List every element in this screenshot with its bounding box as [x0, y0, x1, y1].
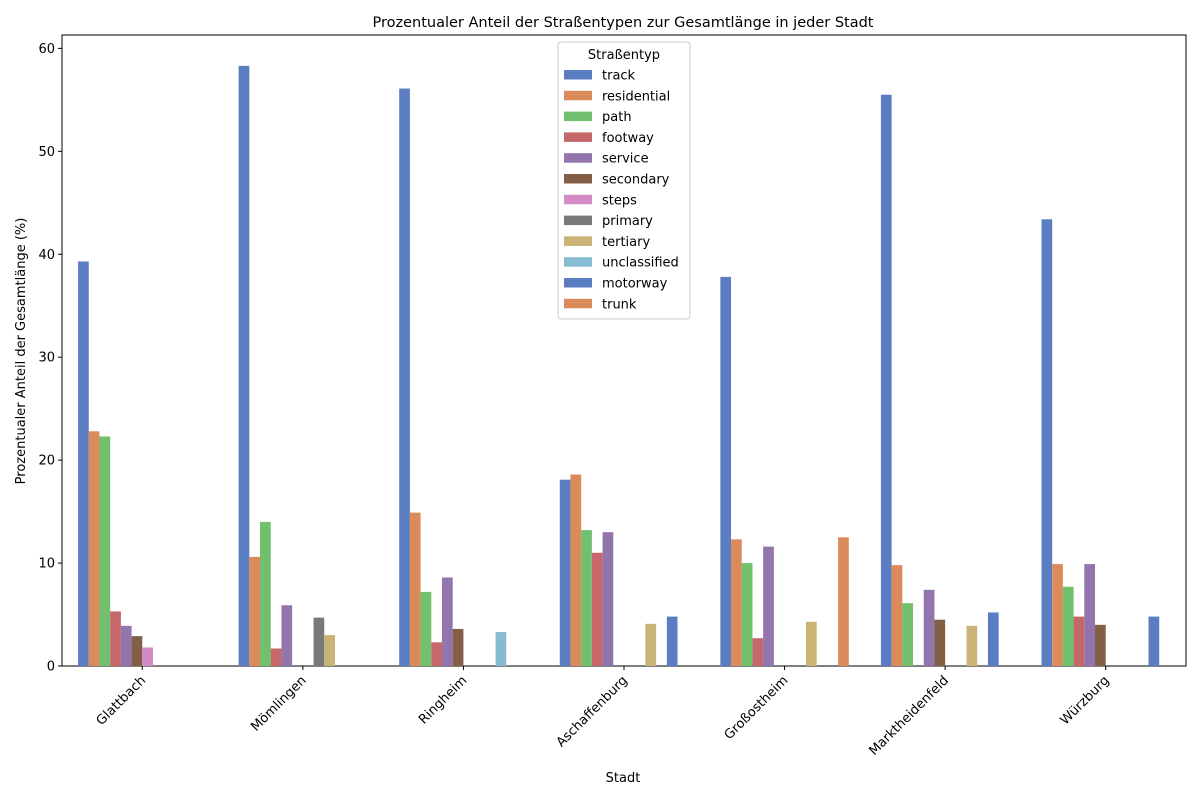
x-tick-label-5: Marktheidenfeld: [866, 673, 952, 759]
y-tick-label-1: 10: [38, 557, 55, 572]
legend-label-secondary: secondary: [602, 173, 670, 188]
y-tick-label-5: 50: [38, 145, 55, 160]
bar-residential-1: [249, 556, 261, 666]
bar-path-4: [741, 563, 753, 666]
y-tick-label-4: 40: [38, 248, 55, 263]
legend-swatch-steps: [564, 194, 592, 205]
bar-track-2: [399, 88, 410, 666]
legend-title: Straßentyp: [588, 48, 660, 63]
legend-swatch-tertiary: [564, 236, 592, 246]
bar-service-1: [281, 605, 293, 666]
x-tick-label-6: Würzburg: [1058, 673, 1113, 728]
bar-footway-2: [431, 642, 443, 666]
bar-trunk-4: [838, 537, 849, 666]
y-tick-label-3: 30: [38, 351, 55, 366]
bar-service-3: [602, 532, 614, 666]
y-tick-label-6: 60: [38, 42, 55, 57]
legend-label-residential: residential: [602, 89, 670, 104]
legend-label-motorway: motorway: [602, 277, 668, 292]
legend-swatch-residential: [564, 90, 592, 101]
legend-swatch-footway: [564, 132, 592, 142]
bar-residential-2: [409, 512, 421, 666]
bars-group: [78, 65, 1160, 666]
bar-track-6: [1041, 219, 1053, 666]
bar-path-0: [99, 436, 111, 666]
legend-swatch-service: [564, 153, 592, 163]
bar-path-5: [902, 603, 914, 666]
bar-residential-4: [731, 539, 742, 666]
bar-motorway-6: [1148, 616, 1160, 666]
bar-secondary-6: [1095, 624, 1106, 666]
bar-footway-6: [1073, 616, 1085, 666]
x-axis-label: Stadt: [606, 771, 641, 786]
bar-service-2: [442, 577, 453, 666]
y-axis: 0 10 20 30 40 50 60: [38, 42, 62, 675]
chart-title: Prozentualer Anteil der Straßentypen zur…: [372, 15, 873, 31]
bar-path-1: [260, 521, 271, 666]
bar-residential-3: [570, 474, 582, 666]
legend-label-path: path: [602, 110, 632, 125]
bar-service-5: [923, 589, 935, 666]
bar-path-2: [420, 591, 432, 666]
y-tick-label-0: 0: [47, 660, 55, 675]
bar-residential-6: [1052, 564, 1063, 666]
legend-items: track residential path footway service second…: [564, 69, 679, 312]
y-tick-label-2: 20: [38, 454, 55, 469]
x-tick-label-3: Aschaffenburg: [554, 673, 631, 750]
legend-label-tertiary: tertiary: [602, 235, 650, 250]
bar-steps-0: [142, 647, 153, 666]
bar-tertiary-1: [324, 635, 335, 666]
bar-secondary-5: [934, 619, 946, 666]
bar-track-3: [559, 479, 571, 666]
bar-service-0: [120, 625, 132, 666]
legend-swatch-primary: [564, 215, 592, 226]
bar-residential-0: [88, 431, 100, 666]
bar-motorway-5: [987, 612, 999, 666]
legend-label-service: service: [602, 152, 649, 167]
bar-path-6: [1062, 586, 1074, 666]
legend: Straßentyp track residential path footway se…: [557, 41, 691, 320]
legend-label-primary: primary: [602, 214, 653, 229]
bar-residential-5: [891, 565, 903, 666]
bar-unclassified-2: [495, 632, 507, 666]
legend-swatch-trunk: [564, 298, 592, 309]
x-tick-label-0: Glattbach: [94, 673, 149, 728]
bar-secondary-0: [131, 636, 143, 666]
bar-path-3: [581, 530, 592, 666]
bar-footway-3: [591, 552, 603, 666]
x-tick-label-4: Großostheim: [722, 673, 792, 743]
legend-swatch-unclassified: [564, 257, 592, 267]
bar-track-5: [880, 94, 892, 666]
legend-swatch-track: [564, 70, 592, 80]
bar-footway-1: [270, 648, 282, 666]
x-tick-label-2: Ringheim: [416, 673, 470, 727]
legend-label-footway: footway: [602, 131, 654, 146]
bar-service-4: [763, 546, 774, 666]
legend-swatch-path: [564, 111, 592, 122]
legend-box: [557, 41, 691, 320]
legend-label-trunk: trunk: [602, 297, 637, 312]
bar-track-4: [720, 276, 732, 666]
bar-tertiary-5: [966, 625, 978, 666]
x-axis: Glattbach Mömlingen Ringheim Aschaffenburg G…: [94, 666, 1113, 759]
legend-swatch-motorway: [564, 278, 592, 288]
bar-motorway-3: [666, 616, 678, 666]
bar-track-0: [78, 261, 89, 666]
bar-track-1: [238, 65, 250, 666]
x-tick-label-1: Mömlingen: [248, 673, 309, 734]
bar-service-6: [1084, 564, 1095, 666]
bar-tertiary-4: [805, 621, 817, 666]
bar-primary-1: [313, 617, 325, 666]
legend-label-unclassified: unclassified: [602, 256, 679, 271]
legend-label-track: track: [602, 69, 636, 84]
legend-swatch-secondary: [564, 174, 592, 184]
y-axis-label: Prozentualer Anteil der Gesamtlänge (%): [14, 218, 29, 485]
bar-footway-0: [110, 611, 121, 666]
legend-label-steps: steps: [602, 193, 637, 208]
bar-secondary-2: [452, 628, 464, 666]
bar-footway-4: [752, 638, 764, 666]
bar-tertiary-3: [645, 623, 657, 666]
